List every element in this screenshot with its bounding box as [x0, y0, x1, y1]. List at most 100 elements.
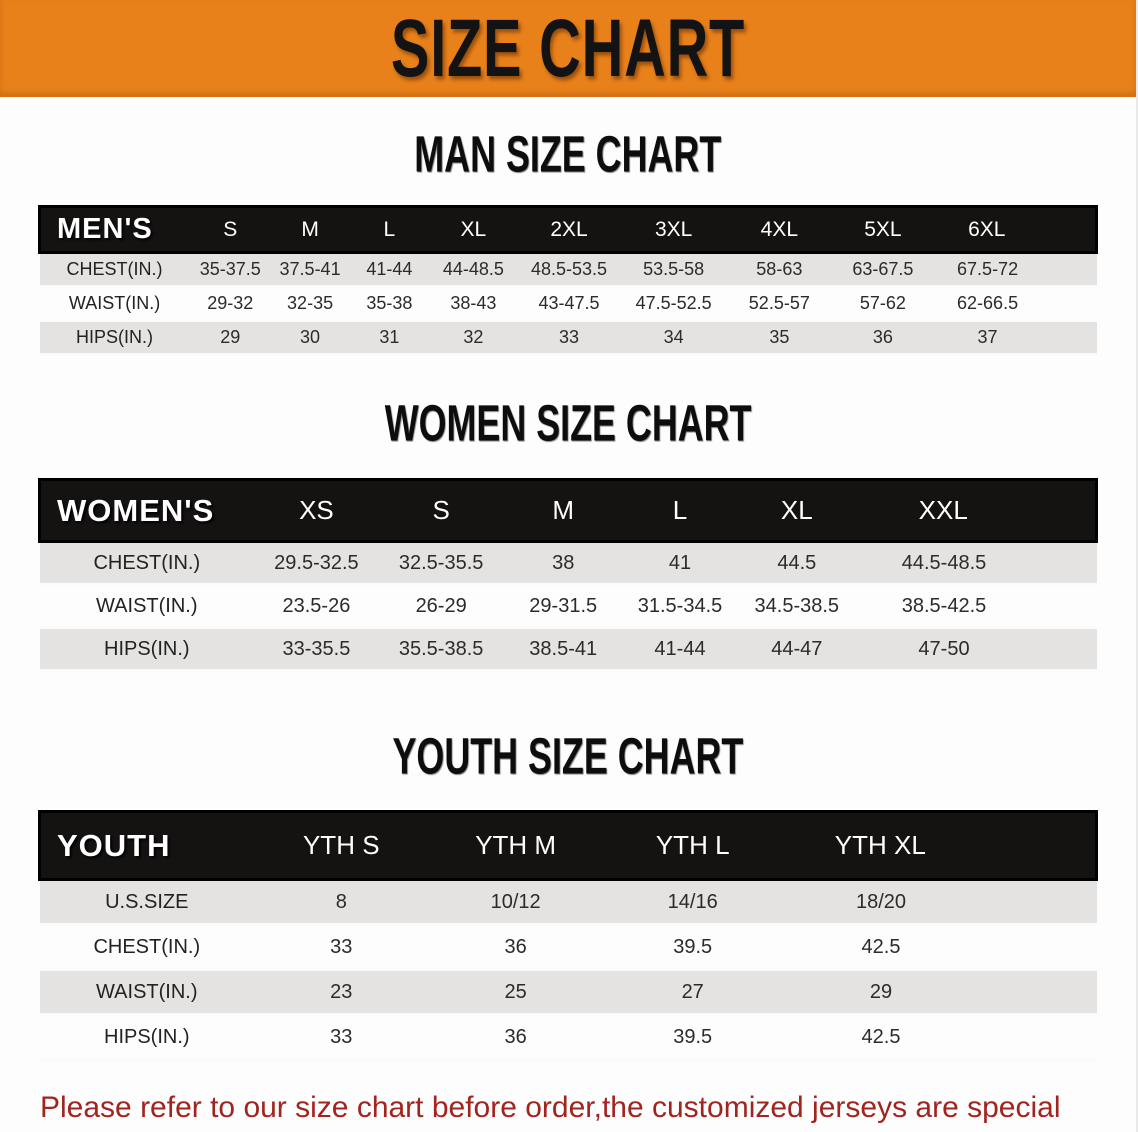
size-value-cell: 29: [220, 327, 241, 347]
table-row: HIPS(IN.) 33-35.5 35.5-38.5 38.5-41 41-44 44-…: [39, 627, 1097, 671]
row-label: CHEST(IN.): [93, 935, 201, 958]
man-size-table-wrap: MEN'S S M L XL 2XL 3XL 4XL 5XL 6XL CHEST(IN.) 35-37…: [0, 205, 1136, 356]
size-column-header: 5XL: [832, 205, 934, 254]
size-column-header: M: [503, 478, 623, 543]
size-value-cell: 67.5-72: [957, 259, 1019, 279]
row-label: HIPS(IN.): [104, 637, 190, 660]
size-column-header: M: [270, 205, 350, 254]
table-row: CHEST(IN.) 33 36 39.5 42.5: [39, 924, 1097, 970]
size-value-cell: 44-47: [771, 637, 823, 660]
size-value-cell: 33: [330, 1025, 353, 1048]
youth-corner-label: YOUTH: [38, 810, 255, 881]
size-value-cell: 34.5-38.5: [754, 594, 840, 617]
row-label: HIPS(IN.): [104, 1025, 190, 1048]
size-value-cell: 35-37.5: [199, 259, 261, 279]
row-label: WAIST(IN.): [68, 293, 161, 313]
table-row: WAIST(IN.) 23.5-26 26-29 29-31.5 31.5-34.5 34…: [39, 584, 1097, 628]
size-value-cell: 34: [663, 327, 684, 347]
table-row: CHEST(IN.) 29.5-32.5 32.5-35.5 38 41 44.5 44.5…: [39, 541, 1097, 585]
size-value-cell: 38.5-42.5: [901, 594, 987, 617]
size-value-cell: 32.5-35.5: [398, 551, 484, 574]
row-label: WAIST(IN.): [96, 594, 198, 617]
size-column-header: L: [622, 478, 738, 543]
size-column-header: L: [349, 205, 430, 254]
size-value-cell: 27: [681, 980, 704, 1003]
size-column-header: XL: [429, 205, 518, 254]
size-value-cell: 31: [379, 327, 400, 347]
man-size-table: MEN'S S M L XL 2XL 3XL 4XL 5XL 6XL CHEST(IN.) 35-37…: [37, 205, 1098, 356]
size-value-cell: 33-35.5: [282, 637, 351, 660]
size-value-cell: 32: [463, 327, 484, 347]
size-value-cell: 39.5: [673, 1025, 713, 1048]
size-value-cell: 25: [504, 980, 527, 1003]
size-value-cell: 43-47.5: [538, 293, 600, 313]
size-column-header: XL: [737, 478, 857, 543]
size-value-cell: 41-44: [654, 637, 706, 660]
size-value-cell: 14/16: [667, 890, 718, 913]
women-size-table: WOMEN'S XS S M L XL XXL CHEST(IN.) 29.5-32.5 32.5…: [38, 478, 1098, 672]
women-size-table-wrap: WOMEN'S XS S M L XL XXL CHEST(IN.) 29.5-32.5 32.5…: [0, 478, 1136, 672]
size-column-header: YTH M: [428, 810, 603, 881]
size-value-cell: 23.5-26: [282, 594, 351, 617]
size-value-cell: 62-66.5: [957, 293, 1019, 313]
size-value-cell: 41-44: [366, 259, 413, 279]
size-column-header: YTH L: [602, 810, 783, 881]
table-row: CHEST(IN.) 35-37.5 37.5-41 41-44 44-48.5 48.5…: [39, 252, 1097, 287]
size-value-cell: 41: [668, 551, 692, 574]
size-column-header: XXL: [856, 478, 1098, 543]
size-value-cell: 33: [330, 935, 353, 958]
disclaimer-line-1: Please refer to our size chart before or…: [40, 1091, 1061, 1124]
size-value-cell: 37: [977, 327, 998, 347]
size-column-header: YTH XL: [782, 810, 1098, 881]
size-value-cell: 57-62: [859, 293, 906, 313]
size-value-cell: 36: [504, 935, 527, 958]
women-corner-label: WOMEN'S: [38, 478, 255, 543]
size-value-cell: 44-48.5: [442, 259, 504, 279]
size-value-cell: 63-67.5: [852, 259, 914, 279]
size-value-cell: 35-38: [366, 293, 413, 313]
size-value-cell: 35.5-38.5: [398, 637, 484, 660]
size-value-cell: 29: [869, 980, 893, 1003]
size-value-cell: 32-35: [287, 293, 334, 313]
size-value-cell: 42.5: [861, 1025, 901, 1048]
size-value-cell: 44.5: [777, 551, 817, 574]
size-value-cell: 47.5-52.5: [635, 293, 712, 313]
size-column-header: 2XL: [517, 205, 621, 254]
banner-title: SIZE CHART: [390, 2, 746, 95]
disclaimer: Please refer to our size chart before or…: [40, 1085, 1098, 1132]
size-value-cell: 37.5-41: [279, 259, 341, 279]
size-value-cell: 30: [300, 327, 321, 347]
women-header-row: WOMEN'S XS S M L XL XXL: [38, 478, 1098, 543]
size-value-cell: 36: [504, 1025, 527, 1048]
row-label: U.S.SIZE: [105, 890, 189, 913]
size-value-cell: 31.5-34.5: [637, 594, 723, 617]
size-column-header: 6XL: [933, 205, 1098, 254]
size-value-cell: 29-31.5: [529, 594, 598, 617]
youth-size-table-wrap: YOUTH YTH S YTH M YTH L YTH XL U.S.SIZE 8 10/12…: [0, 810, 1136, 1061]
size-value-cell: 39.5: [673, 935, 713, 958]
size-column-header: XS: [254, 478, 379, 543]
size-value-cell: 44.5-48.5: [901, 551, 987, 574]
size-value-cell: 42.5: [861, 935, 901, 958]
size-value-cell: 23: [330, 980, 353, 1003]
women-size-chart-title: WOMEN SIZE CHART: [384, 394, 752, 452]
row-label: CHEST(IN.): [66, 259, 163, 279]
size-value-cell: 47-50: [918, 637, 970, 660]
size-value-cell: 10/12: [490, 890, 541, 913]
men-corner-label: MEN'S: [37, 205, 190, 254]
size-value-cell: 35: [769, 327, 790, 347]
table-row: HIPS(IN.) 33 36 39.5 42.5: [39, 1014, 1097, 1060]
size-value-cell: 48.5-53.5: [530, 259, 608, 279]
row-label: HIPS(IN.): [76, 327, 154, 347]
size-column-header: YTH S: [254, 810, 429, 881]
size-value-cell: 18/20: [855, 890, 907, 913]
youth-size-table: YOUTH YTH S YTH M YTH L YTH XL U.S.SIZE 8 10/12…: [38, 810, 1098, 1061]
size-column-header: 4XL: [726, 205, 833, 254]
size-value-cell: 26-29: [415, 594, 467, 617]
table-row: HIPS(IN.) 29 30 31 32 33 34 35 36 37: [39, 320, 1097, 355]
size-value-cell: 52.5-57: [748, 293, 810, 313]
size-column-header: S: [378, 478, 504, 543]
size-column-header: 3XL: [620, 205, 727, 254]
table-row: WAIST(IN.) 23 25 27 29: [39, 969, 1097, 1015]
